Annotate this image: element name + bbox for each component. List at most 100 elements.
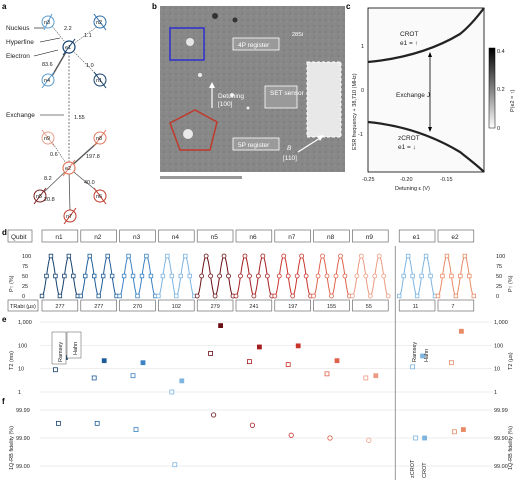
rabi-point-e1-5 bbox=[419, 273, 424, 279]
d-ytick-right-0: 100 bbox=[496, 254, 505, 260]
label-b-dir: [110] bbox=[283, 155, 297, 162]
rabi-point-n1-0 bbox=[39, 293, 45, 299]
label-5p-register: 5P register bbox=[238, 142, 270, 149]
svg-text:n4: n4 bbox=[44, 78, 50, 84]
rabi-point-n3-6 bbox=[144, 253, 149, 259]
label-b-field: B bbox=[287, 145, 292, 152]
cbar-label: P(e2 = ↑) bbox=[510, 89, 516, 112]
qubit-header-n1 bbox=[41, 229, 79, 243]
set-sensor-region bbox=[306, 61, 342, 138]
e-legend-ramsey: Ramsey bbox=[58, 342, 64, 362]
coupling-n4: 83.6 bbox=[42, 62, 53, 68]
rb-fidelity-e1 bbox=[413, 435, 419, 441]
rb-fidelity-n1 bbox=[56, 420, 61, 426]
panel-label-d: d bbox=[2, 228, 7, 237]
qubit-header-label-n8: n8 bbox=[327, 234, 335, 241]
d-ytick-right-1: 75 bbox=[496, 264, 502, 270]
rb-fidelity-n2 bbox=[94, 420, 100, 426]
rabi-point-n4-7 bbox=[187, 273, 192, 279]
coupling-n5: 8.2 bbox=[44, 176, 52, 182]
label-exchange: Exchange bbox=[6, 112, 35, 119]
e-legend-hahn: Hahn bbox=[73, 342, 79, 355]
rabi-point-n4-5 bbox=[178, 273, 183, 279]
trabi-value-n7: 197 bbox=[288, 304, 297, 310]
svg-text:n9: n9 bbox=[44, 136, 50, 142]
nucleus-n2: n2 bbox=[93, 13, 107, 31]
coupling-n1: 1.0 bbox=[86, 63, 94, 69]
rabi-point-n6-5 bbox=[255, 273, 261, 279]
d-ytick-left-4: 0 bbox=[22, 294, 25, 300]
rabi-point-n5-3 bbox=[208, 273, 214, 279]
label-detuning: Detuning bbox=[218, 93, 244, 100]
t2-ramsey-n3 bbox=[130, 373, 136, 379]
rabi-point-n2-1 bbox=[83, 273, 88, 279]
rabi-point-e1-0 bbox=[396, 293, 402, 299]
rb-fidelity-e2 bbox=[451, 429, 457, 435]
e-legend-hahn-box bbox=[66, 331, 82, 359]
rb-fidelity-n7 bbox=[288, 432, 294, 438]
rabi-point-n5-4 bbox=[212, 293, 218, 299]
d-ytick-right-2: 50 bbox=[496, 274, 502, 280]
cbar-tick-1: 0.4 bbox=[497, 49, 505, 55]
rabi-point-e2-8 bbox=[471, 293, 476, 299]
rabi-point-n3-2 bbox=[126, 253, 131, 259]
rabi-point-e1-2 bbox=[405, 253, 411, 259]
rabi-point-n4-3 bbox=[169, 273, 175, 279]
label-zcrot-state: e1 = ↓ bbox=[398, 144, 416, 151]
rabi-point-n4-6 bbox=[183, 253, 188, 259]
trabi-cell-4 bbox=[196, 299, 234, 312]
qubit-header-label-n6: n6 bbox=[249, 234, 257, 241]
rabi-point-n6-7 bbox=[264, 273, 270, 279]
trabi-cell-0 bbox=[41, 299, 79, 312]
panel-c-chart: CROT e1 = ↑ Exchange J zCROT e1 = ↓ 1 0 … bbox=[352, 7, 516, 192]
svg-text:n7: n7 bbox=[66, 214, 72, 220]
t2-ramsey-n4 bbox=[169, 389, 175, 395]
c-xtick-1: -0.25 bbox=[362, 177, 375, 183]
qubit-header-label-n1: n1 bbox=[55, 234, 63, 241]
f-ytick-left-2: 99.00 bbox=[16, 464, 30, 470]
trabi-value-n5: 279 bbox=[211, 304, 220, 310]
c-ytick-m1: -1 bbox=[358, 132, 363, 138]
c-ylabel: ESR frequency + 38,710 (MHz) bbox=[352, 73, 358, 150]
rabi-point-n1-2 bbox=[48, 253, 54, 259]
f-ytick-left-0: 99.99 bbox=[16, 408, 30, 414]
f-ytick-right-0: 99.99 bbox=[494, 408, 508, 414]
rabi-point-e2-0 bbox=[435, 293, 441, 299]
rabi-point-e2-4 bbox=[453, 293, 459, 299]
t2-hahn-n2 bbox=[101, 358, 107, 364]
rabi-point-n5-0 bbox=[194, 293, 200, 299]
d-ytick-left-1: 75 bbox=[22, 264, 28, 270]
d-ylabel-right: P↑ (%) bbox=[508, 275, 514, 292]
rabi-point-n5-2 bbox=[203, 253, 209, 259]
t2-hahn-n3 bbox=[140, 360, 146, 366]
cbar-tick-3: 0 bbox=[497, 126, 500, 132]
rabi-point-n9-6 bbox=[376, 253, 382, 259]
4p-register-box bbox=[169, 27, 205, 61]
f-ylabel-right: 1Q-RB fidelity (%) bbox=[508, 426, 514, 470]
e-legend-ramsey-box bbox=[51, 331, 67, 365]
t2-hahn-n7 bbox=[295, 343, 301, 349]
trabi-value-n9: 55 bbox=[366, 304, 372, 310]
rabi-point-e1-7 bbox=[428, 273, 433, 279]
trabi-cell-5 bbox=[235, 299, 273, 312]
rabi-point-n2-3 bbox=[92, 273, 97, 279]
f-ytick-right-1: 99.90 bbox=[494, 436, 508, 442]
t2-ramsey-n9 bbox=[363, 375, 369, 381]
cbar-tick-2: 0.2 bbox=[497, 87, 505, 93]
rabi-point-n2-6 bbox=[105, 253, 110, 259]
trabi-label: TRabi (µs) bbox=[10, 304, 36, 310]
rb-fidelity-n4 bbox=[172, 462, 178, 468]
scale-bar bbox=[160, 176, 242, 179]
t2-hahn-n5 bbox=[218, 323, 224, 329]
rabi-point-n6-0 bbox=[233, 293, 239, 299]
t2-hahn-e1 bbox=[420, 353, 426, 359]
nucleus-n9: n9 bbox=[41, 129, 55, 147]
label-crot-state: e1 = ↑ bbox=[400, 40, 418, 47]
trabi-value-n3: 270 bbox=[133, 304, 142, 310]
e-ylabel-right: T2 (µs) bbox=[508, 352, 514, 370]
t2-ramsey-e1 bbox=[410, 364, 416, 370]
rabi-point-n5-1 bbox=[199, 273, 205, 279]
rabi-point-n3-3 bbox=[130, 273, 136, 279]
rb-fidelity-n8 bbox=[327, 435, 333, 441]
label-exchange-j: Exchange J bbox=[396, 92, 430, 99]
